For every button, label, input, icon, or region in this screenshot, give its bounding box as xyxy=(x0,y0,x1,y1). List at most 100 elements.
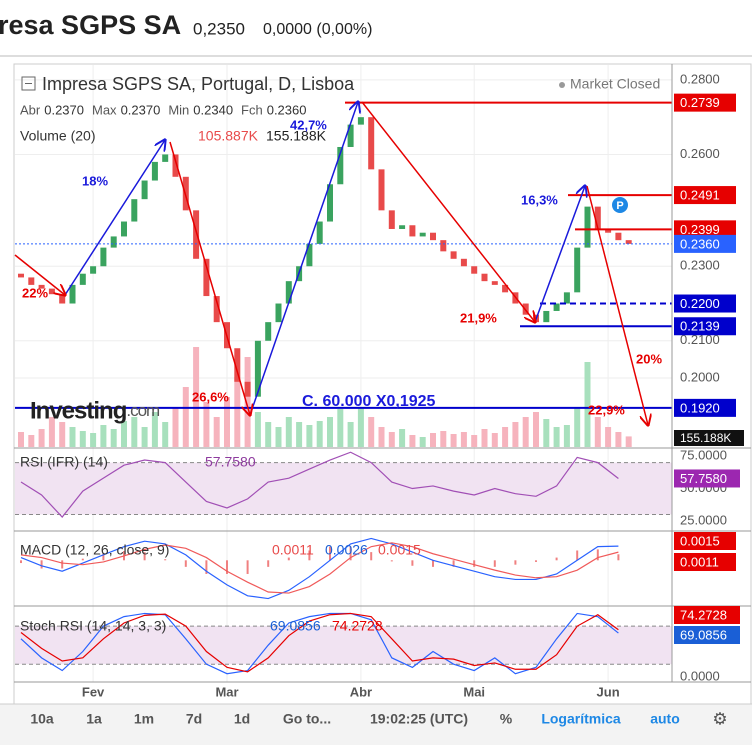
range-button[interactable]: 1a xyxy=(86,711,102,727)
range-button[interactable]: 7d xyxy=(186,711,202,727)
trend-lines xyxy=(14,102,648,425)
goto-button[interactable]: Go to... xyxy=(283,711,331,727)
ohlc-value: 0.2360 xyxy=(267,102,307,117)
volume-bar xyxy=(347,422,354,447)
volume-bar xyxy=(18,432,24,447)
stoch-k xyxy=(20,612,619,675)
separators xyxy=(14,447,751,683)
rsi-value: 57.7580 xyxy=(205,454,256,470)
volume-legend: Volume (20) xyxy=(20,128,95,144)
level-box xyxy=(674,398,736,417)
candle xyxy=(131,199,138,222)
level-box xyxy=(674,317,736,336)
stoch-box xyxy=(674,606,740,624)
volume-bar xyxy=(79,431,86,447)
volume-bar xyxy=(254,412,261,447)
volume-bar xyxy=(450,434,457,447)
rsi-legend: RSI (IFR) (14) xyxy=(20,454,108,470)
rsi-line xyxy=(20,451,619,518)
volume-box xyxy=(674,430,744,446)
candle xyxy=(594,206,601,229)
clock: 19:02:25 (UTC) xyxy=(370,711,468,727)
volume-bar xyxy=(512,422,519,447)
candle xyxy=(378,169,385,211)
candle xyxy=(121,221,127,237)
range-button[interactable]: 1m xyxy=(134,711,154,727)
stock-title: resa SGPS SA xyxy=(0,10,181,40)
stoch-tick-label: 0.0000 xyxy=(680,668,720,683)
candle xyxy=(584,206,591,248)
level-box xyxy=(674,93,736,112)
volume-bar xyxy=(357,407,364,447)
volume-bar xyxy=(388,432,395,447)
candle xyxy=(254,340,261,397)
candle xyxy=(337,146,344,185)
volume-bar xyxy=(605,427,612,447)
rsi-band xyxy=(15,462,672,515)
x-tick-label: Mai xyxy=(463,684,485,699)
volume-bar xyxy=(584,362,591,447)
volume-bar xyxy=(327,417,333,447)
candle xyxy=(625,240,632,244)
volume-bar xyxy=(543,419,550,447)
macd-value: 0.0026 xyxy=(325,542,368,558)
x-tick-label: Abr xyxy=(350,684,372,699)
volume-bar xyxy=(90,433,97,447)
stoch-axis-label: 69.0856 xyxy=(680,627,727,642)
candle xyxy=(141,180,148,200)
volume-bar xyxy=(533,412,539,447)
stoch-d-value: 74.2728 xyxy=(332,618,383,634)
level-box xyxy=(674,294,736,313)
volume-bar xyxy=(563,425,570,447)
candle xyxy=(430,232,436,241)
level-label: 0.2200 xyxy=(680,296,720,311)
signal-line xyxy=(20,542,619,594)
chart-title: Impresa SGPS SA, Portugal, D, Lisboa xyxy=(42,74,355,94)
candle xyxy=(347,124,354,147)
volume-bar xyxy=(553,427,560,447)
volume-bar xyxy=(625,436,632,447)
toolbar-items: 10a 1a 1m 7d 1d Go to... 19:02:25 (UTC)% Logarí… xyxy=(30,711,679,727)
auto-toggle[interactable]: auto xyxy=(650,711,680,727)
volume-bar xyxy=(409,435,416,447)
volume-bar xyxy=(285,417,292,447)
volume-bar xyxy=(100,425,107,447)
ohlc-label: Max xyxy=(92,102,117,117)
volume-bar xyxy=(574,407,581,447)
level-label: 0.2360 xyxy=(680,236,720,251)
macd-box xyxy=(674,532,736,550)
percent-toggle[interactable]: % xyxy=(500,711,513,727)
candle xyxy=(481,273,488,282)
range-button[interactable]: 10a xyxy=(30,711,54,727)
candle xyxy=(502,284,509,293)
volume-bar xyxy=(28,435,35,447)
candle xyxy=(605,228,612,233)
collapse-icon[interactable] xyxy=(21,76,36,91)
macd-hist-value: 0.0011 xyxy=(272,542,314,558)
volume-bar xyxy=(224,397,230,447)
candle xyxy=(28,277,35,285)
annotation: 26,6% xyxy=(192,389,229,404)
candle xyxy=(399,225,406,229)
candle xyxy=(316,221,323,244)
candle xyxy=(59,294,66,304)
candle xyxy=(151,161,158,181)
candle xyxy=(203,258,210,297)
volume-bar xyxy=(378,427,385,447)
settings-icon[interactable]: ⚙ xyxy=(712,709,727,728)
volume-bar xyxy=(522,417,529,447)
volume-bar xyxy=(141,427,148,447)
candle xyxy=(48,288,55,295)
candle xyxy=(460,258,467,267)
volume-bar xyxy=(59,422,66,447)
candle xyxy=(38,284,45,289)
range-button[interactable]: 1d xyxy=(234,711,250,727)
volume-bar xyxy=(502,427,509,447)
level-label: 0.2491 xyxy=(680,188,720,203)
log-toggle[interactable]: Logarítmica xyxy=(541,711,621,727)
annotation: 20% xyxy=(636,351,662,366)
p-marker[interactable] xyxy=(612,197,628,213)
level-label: 0.2139 xyxy=(680,319,720,334)
candle xyxy=(419,232,426,237)
y-tick-label: 0.2100 xyxy=(680,332,720,347)
